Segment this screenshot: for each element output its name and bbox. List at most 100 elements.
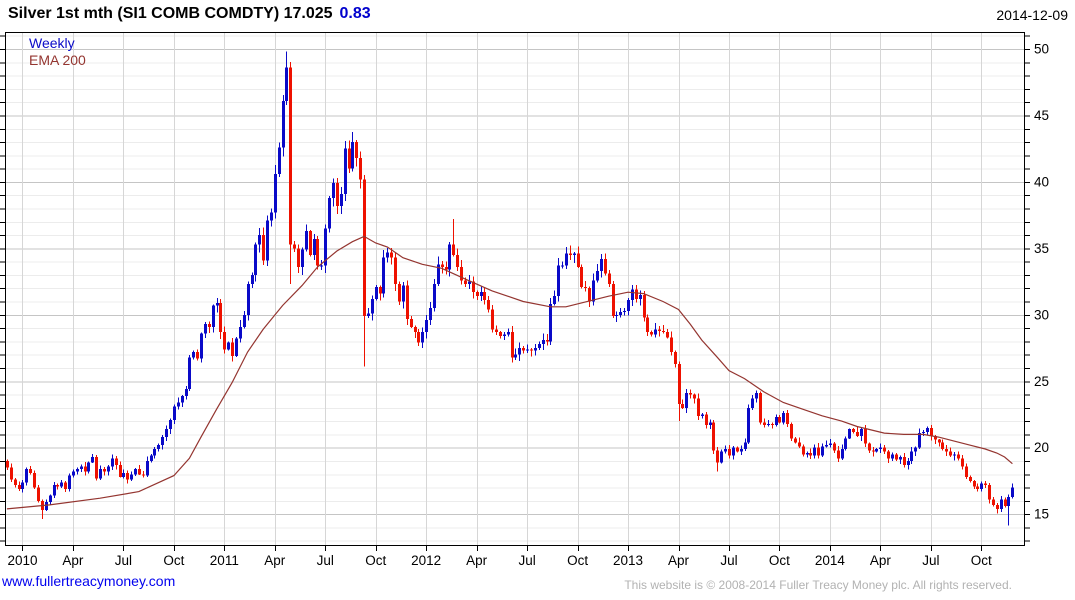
x-tick-label: Oct	[365, 553, 386, 568]
x-tick-label: 2012	[411, 553, 441, 568]
candle-body	[941, 442, 944, 450]
candle-body	[344, 148, 347, 194]
candle-body	[169, 419, 172, 430]
candle-body	[514, 354, 517, 358]
candle-body	[45, 502, 48, 511]
x-tick-label: Jul	[317, 553, 334, 568]
candle-body	[856, 431, 859, 436]
candle-body	[99, 468, 102, 479]
candle-body	[33, 472, 36, 488]
axes	[0, 32, 1030, 551]
candle-body	[732, 447, 735, 456]
candle-body	[747, 407, 750, 443]
candle-body	[930, 427, 933, 436]
candle-body	[406, 285, 409, 319]
candle-body	[452, 244, 455, 256]
candle-body	[860, 429, 863, 436]
candle-body	[701, 414, 704, 416]
y-tick-label: 45	[1034, 108, 1049, 123]
candle-body	[76, 468, 79, 472]
candle-body	[289, 67, 292, 245]
candle-body	[526, 349, 529, 351]
candle-body	[223, 332, 226, 350]
candle-body	[394, 257, 397, 285]
candle-body	[126, 472, 129, 480]
candle-body	[468, 281, 471, 285]
candle-body	[10, 467, 13, 480]
candle-body	[852, 429, 855, 432]
candle-body	[619, 312, 622, 315]
candle-body	[825, 445, 828, 447]
candle-body	[18, 484, 21, 489]
candle-body	[188, 357, 191, 390]
x-tick-label: Jul	[115, 553, 132, 568]
chart-legend: Weekly EMA 200	[29, 35, 86, 69]
candle-body	[608, 273, 611, 285]
candle-body	[646, 317, 649, 333]
x-tick-label: Apr	[264, 553, 286, 568]
x-tick-label: Oct	[567, 553, 588, 568]
legend-weekly: Weekly	[29, 35, 75, 51]
candle-body	[1007, 496, 1010, 507]
candle-body	[802, 446, 805, 455]
candle-body	[976, 486, 979, 489]
candle-body	[476, 292, 479, 297]
candle-body	[464, 280, 467, 285]
candle-body	[375, 286, 378, 299]
candle-body	[615, 314, 618, 317]
candle-body	[60, 482, 63, 487]
candle-body	[235, 338, 238, 357]
candle-body	[460, 266, 463, 281]
candle-body	[577, 253, 580, 267]
candle-body	[410, 318, 413, 327]
candle-body	[153, 449, 156, 456]
candle-body	[216, 302, 219, 306]
candle-body	[720, 451, 723, 463]
candle-body	[382, 257, 385, 294]
candle-body	[806, 453, 809, 455]
copyright-text: This website is © 2008-2014 Fuller Treac…	[624, 578, 1012, 592]
candle-body	[666, 332, 669, 338]
candle-body	[336, 183, 339, 206]
candle-body	[759, 393, 762, 423]
x-tick-label: Jul	[518, 553, 535, 568]
candle-body	[883, 447, 886, 452]
candle-body	[367, 313, 370, 317]
candle-body	[243, 314, 246, 327]
candle-body	[247, 284, 250, 315]
candle-body	[635, 289, 638, 299]
candle-body	[542, 340, 545, 345]
candle-body	[363, 179, 366, 317]
candle-body	[965, 466, 968, 477]
candle-body	[957, 454, 960, 459]
candle-body	[918, 433, 921, 448]
site-link[interactable]: www.fullertreacymoney.com	[2, 573, 176, 589]
candle-body	[173, 406, 176, 420]
candle-body	[150, 455, 153, 462]
candle-body	[678, 363, 681, 404]
candle-body	[693, 394, 696, 399]
candle-body	[29, 468, 32, 473]
candle-body	[417, 332, 420, 343]
candle-body	[297, 248, 300, 267]
y-axis-labels: 15 20 25 30 35 40 45 50	[1034, 42, 1049, 522]
candle-body	[744, 442, 747, 450]
candle-body	[864, 429, 867, 444]
candle-body	[433, 284, 436, 309]
candle-body	[561, 265, 564, 267]
candle-body	[111, 458, 114, 467]
candle-body	[56, 484, 59, 487]
candle-body	[926, 427, 929, 432]
x-tick-label: Oct	[971, 553, 992, 568]
x-tick-label: 2013	[613, 553, 643, 568]
legend-ema-200: EMA 200	[29, 52, 86, 68]
candle-body	[794, 438, 797, 443]
candle-body	[546, 340, 549, 342]
candle-body	[988, 484, 991, 500]
candle-body	[359, 157, 362, 180]
candle-body	[670, 337, 673, 353]
candle-body	[903, 457, 906, 465]
candle-body	[274, 173, 277, 213]
candle-body	[938, 439, 941, 443]
